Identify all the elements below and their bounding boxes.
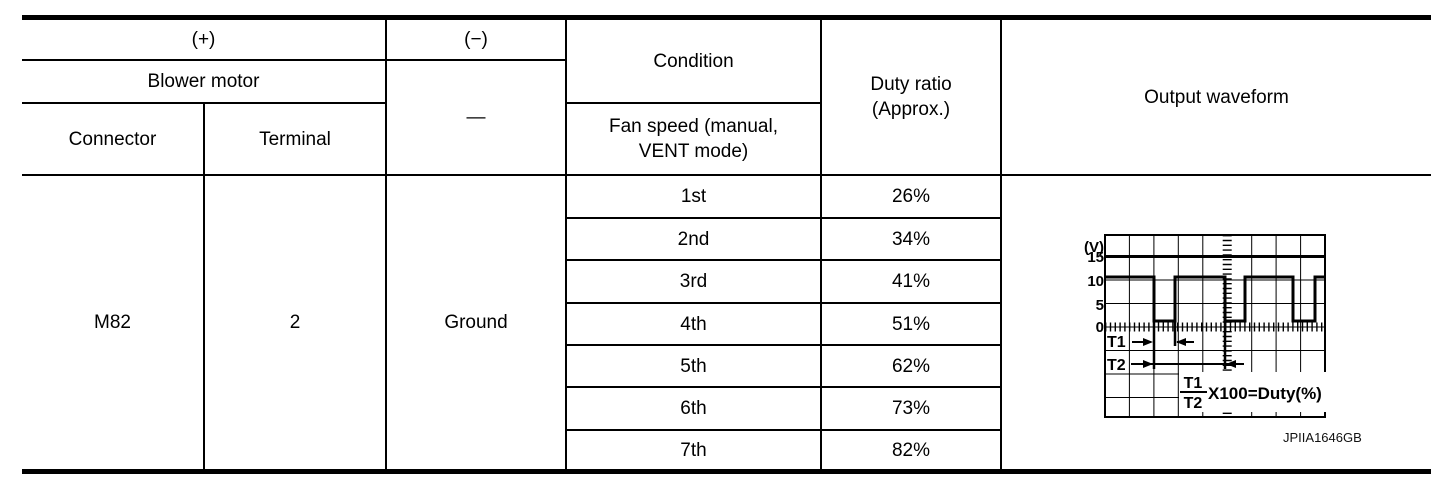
t1-label: T1: [1107, 334, 1126, 351]
t2-label: T2: [1107, 357, 1126, 374]
fan-speed-row: 7th: [567, 431, 820, 469]
header-condition-cell: Condition: [567, 20, 820, 102]
fan-speed-value: 5th: [680, 355, 707, 377]
duty-value: 73%: [891, 398, 931, 419]
connector-label: Connector: [68, 128, 157, 150]
column-line-duty-waveform: [1000, 15, 1002, 471]
formula-denominator: T2: [1184, 395, 1203, 412]
data-row-line: [565, 386, 1000, 388]
duty-value: 26%: [891, 186, 931, 207]
y-axis-tick-label: 0: [1096, 319, 1104, 336]
scope-y-axis-labels: (V) 15 10 5 0: [1084, 239, 1104, 336]
formula-numerator: T1: [1184, 375, 1203, 392]
duty-value: 51%: [891, 313, 931, 335]
fan-speed-row: 4th: [567, 304, 820, 344]
y-axis-unit-label: (V): [1084, 239, 1104, 256]
fan-speed-value: 2nd: [677, 228, 710, 250]
output-waveform-figure: T1 T2 (V) 15 10 5 0: [1084, 234, 1362, 445]
duty-row: 62%: [822, 346, 1000, 386]
duty-ratio-label: Duty ratio (Approx.): [870, 74, 952, 120]
formula-suffix: X100=Duty(%): [1208, 384, 1322, 403]
y-axis-tick-label: 10: [1087, 273, 1104, 290]
fan-speed-value: 4th: [680, 313, 707, 335]
fan-speed-row: 6th: [567, 388, 820, 429]
data-row-line: [565, 429, 1000, 431]
ground-value-cell: Ground: [387, 176, 565, 469]
fan-speed-value: 6th: [680, 398, 707, 419]
header-duty-ratio-cell: Duty ratio (Approx.): [822, 20, 1000, 174]
t1-arrowhead-right: [1143, 338, 1153, 346]
condition-label: Condition: [653, 50, 734, 72]
header-minus-label: (−): [464, 29, 488, 50]
y-axis-tick-label: 5: [1096, 297, 1104, 314]
output-waveform-label: Output waveform: [1144, 86, 1289, 108]
scope-border: [1104, 234, 1326, 418]
fan-speed-value: 1st: [680, 186, 707, 207]
duty-value: 41%: [891, 271, 931, 292]
fan-speed-row: 5th: [567, 346, 820, 386]
header-connector-cell: Connector: [22, 104, 203, 174]
output-waveform-cell: T1 T2 (V) 15 10 5 0: [1002, 176, 1431, 469]
header-output-waveform-cell: Output waveform: [1002, 20, 1431, 174]
column-line-condition-duty: [820, 15, 822, 471]
header-dash-cell: —: [387, 61, 565, 174]
duty-row: 41%: [822, 261, 1000, 302]
data-row-line: [565, 344, 1000, 346]
column-line-connector-terminal: [203, 104, 205, 471]
header-row2-line-condition: [565, 102, 820, 104]
t1-annotation: T1: [1107, 334, 1194, 351]
header-row2-line-left: [22, 102, 385, 104]
header-bottom-line: [22, 174, 1431, 176]
duty-row: 73%: [822, 388, 1000, 429]
header-terminal-cell: Terminal: [205, 104, 385, 174]
dash-label: —: [466, 107, 486, 128]
fan-speed-row: 2nd: [567, 219, 820, 259]
data-row-line: [565, 259, 1000, 261]
connector-value-cell: M82: [22, 176, 203, 469]
t2-arrowhead-left: [1226, 360, 1236, 368]
header-plus-label: (+): [191, 29, 216, 50]
fan-speed-label: Fan speed (manual, VENT mode): [609, 116, 778, 162]
table-border-top: [22, 15, 1431, 20]
waveform-edge-extensions: [1152, 321, 1227, 369]
duty-row: 51%: [822, 304, 1000, 344]
y-axis-tick-label: 15: [1087, 249, 1104, 266]
data-row-line: [565, 302, 1000, 304]
data-row-line: [565, 217, 1000, 219]
header-fan-speed-cell: Fan speed (manual, VENT mode): [567, 104, 820, 174]
t2-annotation: T2: [1107, 357, 1244, 374]
fan-speed-value: 3rd: [679, 271, 708, 292]
header-plus-cell: (+): [22, 20, 385, 59]
connector-value: M82: [94, 312, 131, 333]
column-line-plus-minus: [385, 15, 387, 471]
header-row1-line: [22, 59, 565, 61]
terminal-label: Terminal: [259, 128, 331, 150]
header-blower-motor-cell: Blower motor: [22, 61, 385, 102]
column-line-minus-condition: [565, 15, 567, 471]
terminal-value-cell: 2: [205, 176, 385, 469]
fan-speed-row: 1st: [567, 176, 820, 217]
fan-speed-value: 7th: [680, 439, 707, 461]
waveform-trace: [1105, 275, 1325, 323]
terminal-value: 2: [289, 312, 301, 333]
t2-arrowhead-right: [1143, 360, 1153, 368]
fan-speed-row: 3rd: [567, 261, 820, 302]
duty-formula: T1 T2 X100=Duty(%): [1179, 372, 1327, 412]
table-border-bottom: [22, 469, 1431, 474]
duty-row: 34%: [822, 219, 1000, 259]
duty-value: 62%: [891, 355, 931, 377]
header-minus-cell: (−): [387, 20, 565, 59]
duty-row: 82%: [822, 431, 1000, 469]
ground-value: Ground: [444, 312, 508, 333]
duty-value: 82%: [891, 439, 931, 461]
figure-caption: JPIIA1646GB: [1283, 430, 1362, 445]
duty-row: 26%: [822, 176, 1000, 217]
duty-value: 34%: [891, 228, 931, 250]
t1-arrowhead-left: [1176, 338, 1186, 346]
blower-motor-label: Blower motor: [147, 71, 260, 92]
